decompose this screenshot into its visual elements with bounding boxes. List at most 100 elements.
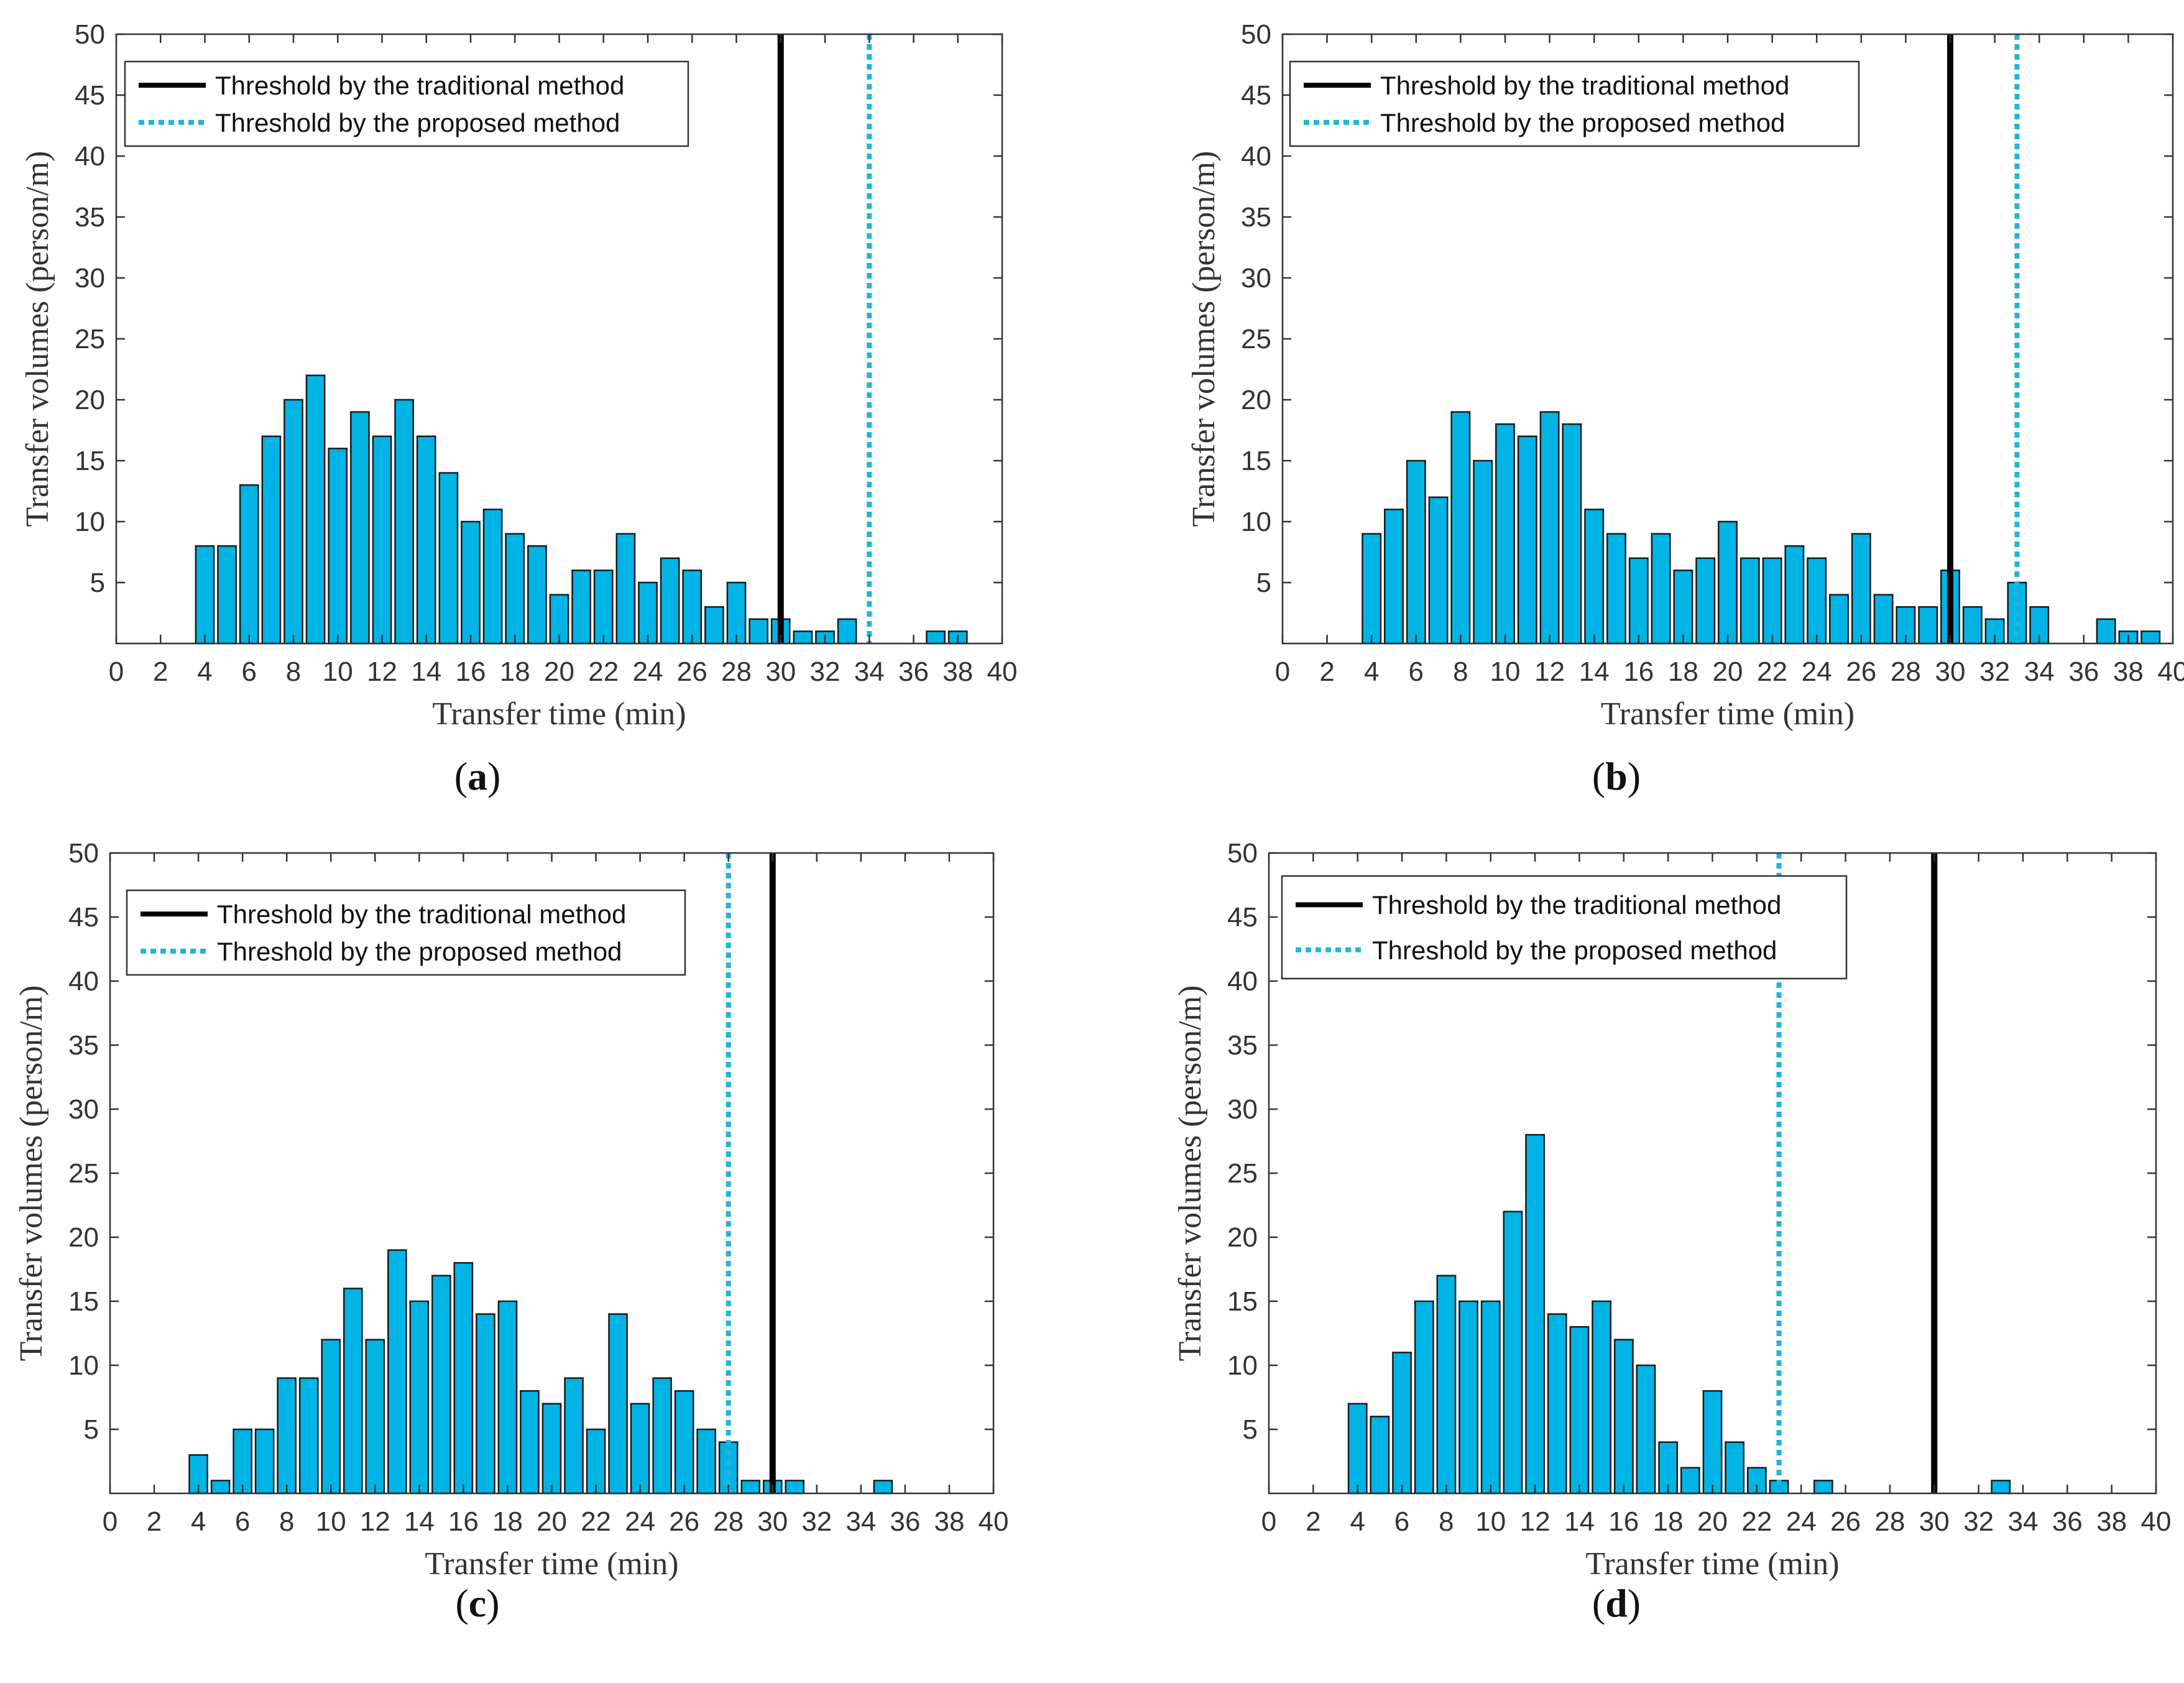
y-axis-title: Transfer volumes (person/m) xyxy=(14,985,49,1362)
y-tick-label: 50 xyxy=(68,838,99,869)
x-tick-label: 4 xyxy=(1364,657,1379,687)
x-tick-label: 26 xyxy=(677,657,707,687)
bar xyxy=(926,630,946,645)
y-tick-label: 15 xyxy=(1241,446,1271,476)
legend-entry-proposed: Threshold by the proposed method xyxy=(215,108,620,137)
x-tick-label: 26 xyxy=(669,1506,699,1537)
x-tick-label: 8 xyxy=(1439,1506,1454,1537)
x-tick-label: 24 xyxy=(633,657,663,687)
y-tick-label: 25 xyxy=(1241,324,1271,354)
bar-series xyxy=(188,1249,893,1495)
bar xyxy=(837,618,857,645)
chart-panel-a: 0 2 4 6 8 10 12 14 16 18 20 22 24 26 28 30 32 34 36 38 40510… xyxy=(20,19,1017,732)
x-tick-label: 6 xyxy=(242,657,257,687)
bar xyxy=(1392,1352,1412,1495)
y-tick-label: 35 xyxy=(1241,202,1271,233)
bar xyxy=(431,1275,451,1495)
bar xyxy=(1370,1416,1390,1495)
bar xyxy=(630,1403,650,1495)
y-tick-label: 40 xyxy=(75,141,105,172)
legend-box xyxy=(1281,875,1848,980)
bar xyxy=(1436,1275,1457,1495)
x-tick-label: 36 xyxy=(2068,657,2099,687)
legend-entry-proposed: Threshold by the proposed method xyxy=(1380,108,1785,137)
legend: Threshold by the traditional method Thres… xyxy=(1281,875,1848,980)
bar xyxy=(1414,1300,1434,1495)
bar xyxy=(217,545,237,645)
bar xyxy=(1718,520,1738,645)
y-tick-label: 5 xyxy=(84,1414,99,1445)
x-tick-label: 0 xyxy=(1261,1506,1276,1537)
x-tick-label: 10 xyxy=(1475,1506,1506,1537)
x-axis-title: Transfer time (min) xyxy=(432,696,686,732)
bar xyxy=(593,569,614,645)
x-tick-label: 28 xyxy=(713,1506,744,1537)
x-tick-label: 4 xyxy=(191,1506,206,1537)
x-tick-label: 22 xyxy=(1757,657,1787,687)
bar xyxy=(321,1339,341,1495)
x-tick-label: 6 xyxy=(1409,657,1424,687)
bar xyxy=(476,1313,495,1495)
bar xyxy=(1584,509,1605,645)
y-tick-label: 20 xyxy=(68,1222,99,1253)
x-tick-label: 12 xyxy=(360,1506,390,1537)
bar xyxy=(674,1390,694,1495)
bar xyxy=(1592,1300,1612,1495)
x-tick-label: 32 xyxy=(810,657,841,687)
bar xyxy=(1829,594,1849,645)
bar xyxy=(1628,557,1649,645)
bar xyxy=(233,1428,252,1495)
x-tick-label: 8 xyxy=(286,657,301,687)
x-axis-title: Transfer time (min) xyxy=(1601,696,1855,732)
y-tick-label: 30 xyxy=(75,263,105,293)
x-tick-label: 38 xyxy=(942,657,973,687)
bar xyxy=(704,606,724,645)
bar xyxy=(1495,423,1515,645)
y-tick-label: 10 xyxy=(1227,1350,1258,1381)
legend-entry-traditional: Threshold by the traditional method xyxy=(1372,890,1781,920)
bar xyxy=(696,1428,716,1495)
bar xyxy=(2140,630,2161,645)
x-tick-label: 30 xyxy=(765,657,796,687)
bar xyxy=(195,545,215,645)
bar xyxy=(615,533,636,645)
bar xyxy=(2096,618,2116,645)
x-tick-label: 2 xyxy=(1319,657,1334,687)
x-tick-label: 12 xyxy=(1520,1506,1550,1537)
legend-entry-proposed: Threshold by the proposed method xyxy=(1372,936,1777,965)
bar xyxy=(1725,1441,1745,1495)
y-tick-label: 45 xyxy=(75,80,105,111)
x-tick-label: 30 xyxy=(757,1506,788,1537)
bar xyxy=(527,545,547,645)
bar xyxy=(409,1300,430,1495)
bar xyxy=(277,1377,297,1495)
bar xyxy=(873,1480,893,1495)
y-tick-label: 5 xyxy=(90,568,105,598)
y-tick-label: 45 xyxy=(68,902,99,933)
x-tick-label: 22 xyxy=(1741,1506,1772,1537)
bar xyxy=(1480,1300,1501,1495)
x-tick-label: 22 xyxy=(588,657,619,687)
bar xyxy=(586,1428,606,1495)
y-tick-label: 50 xyxy=(1227,838,1258,869)
x-tick-label: 0 xyxy=(103,1506,117,1537)
x-tick-label: 18 xyxy=(1668,657,1698,687)
x-tick-label: 24 xyxy=(625,1506,655,1537)
legend-entry-traditional: Threshold by the traditional method xyxy=(1380,71,1789,100)
x-tick-label: 4 xyxy=(197,657,212,687)
bar-series xyxy=(195,374,968,645)
x-tick-label: 40 xyxy=(987,657,1018,687)
x-tick-label: 14 xyxy=(404,1506,435,1537)
chart-panel-c: 0 2 4 6 8 10 12 14 16 18 20 22 24 26 28 30 32 34 36 38 40510… xyxy=(14,838,1008,1582)
bar xyxy=(283,399,303,645)
bar xyxy=(1347,1403,1368,1495)
x-tick-label: 6 xyxy=(235,1506,250,1537)
x-tick-label: 14 xyxy=(1564,1506,1595,1537)
bar xyxy=(1384,509,1404,645)
x-tick-label: 18 xyxy=(492,1506,523,1537)
chart-panel-d: 0 2 4 6 8 10 12 14 16 18 20 22 24 26 28 30 32 34 36 38 40510… xyxy=(1173,838,2171,1582)
bar xyxy=(1539,411,1560,645)
bar xyxy=(1851,533,1871,645)
bar xyxy=(1918,606,1938,645)
